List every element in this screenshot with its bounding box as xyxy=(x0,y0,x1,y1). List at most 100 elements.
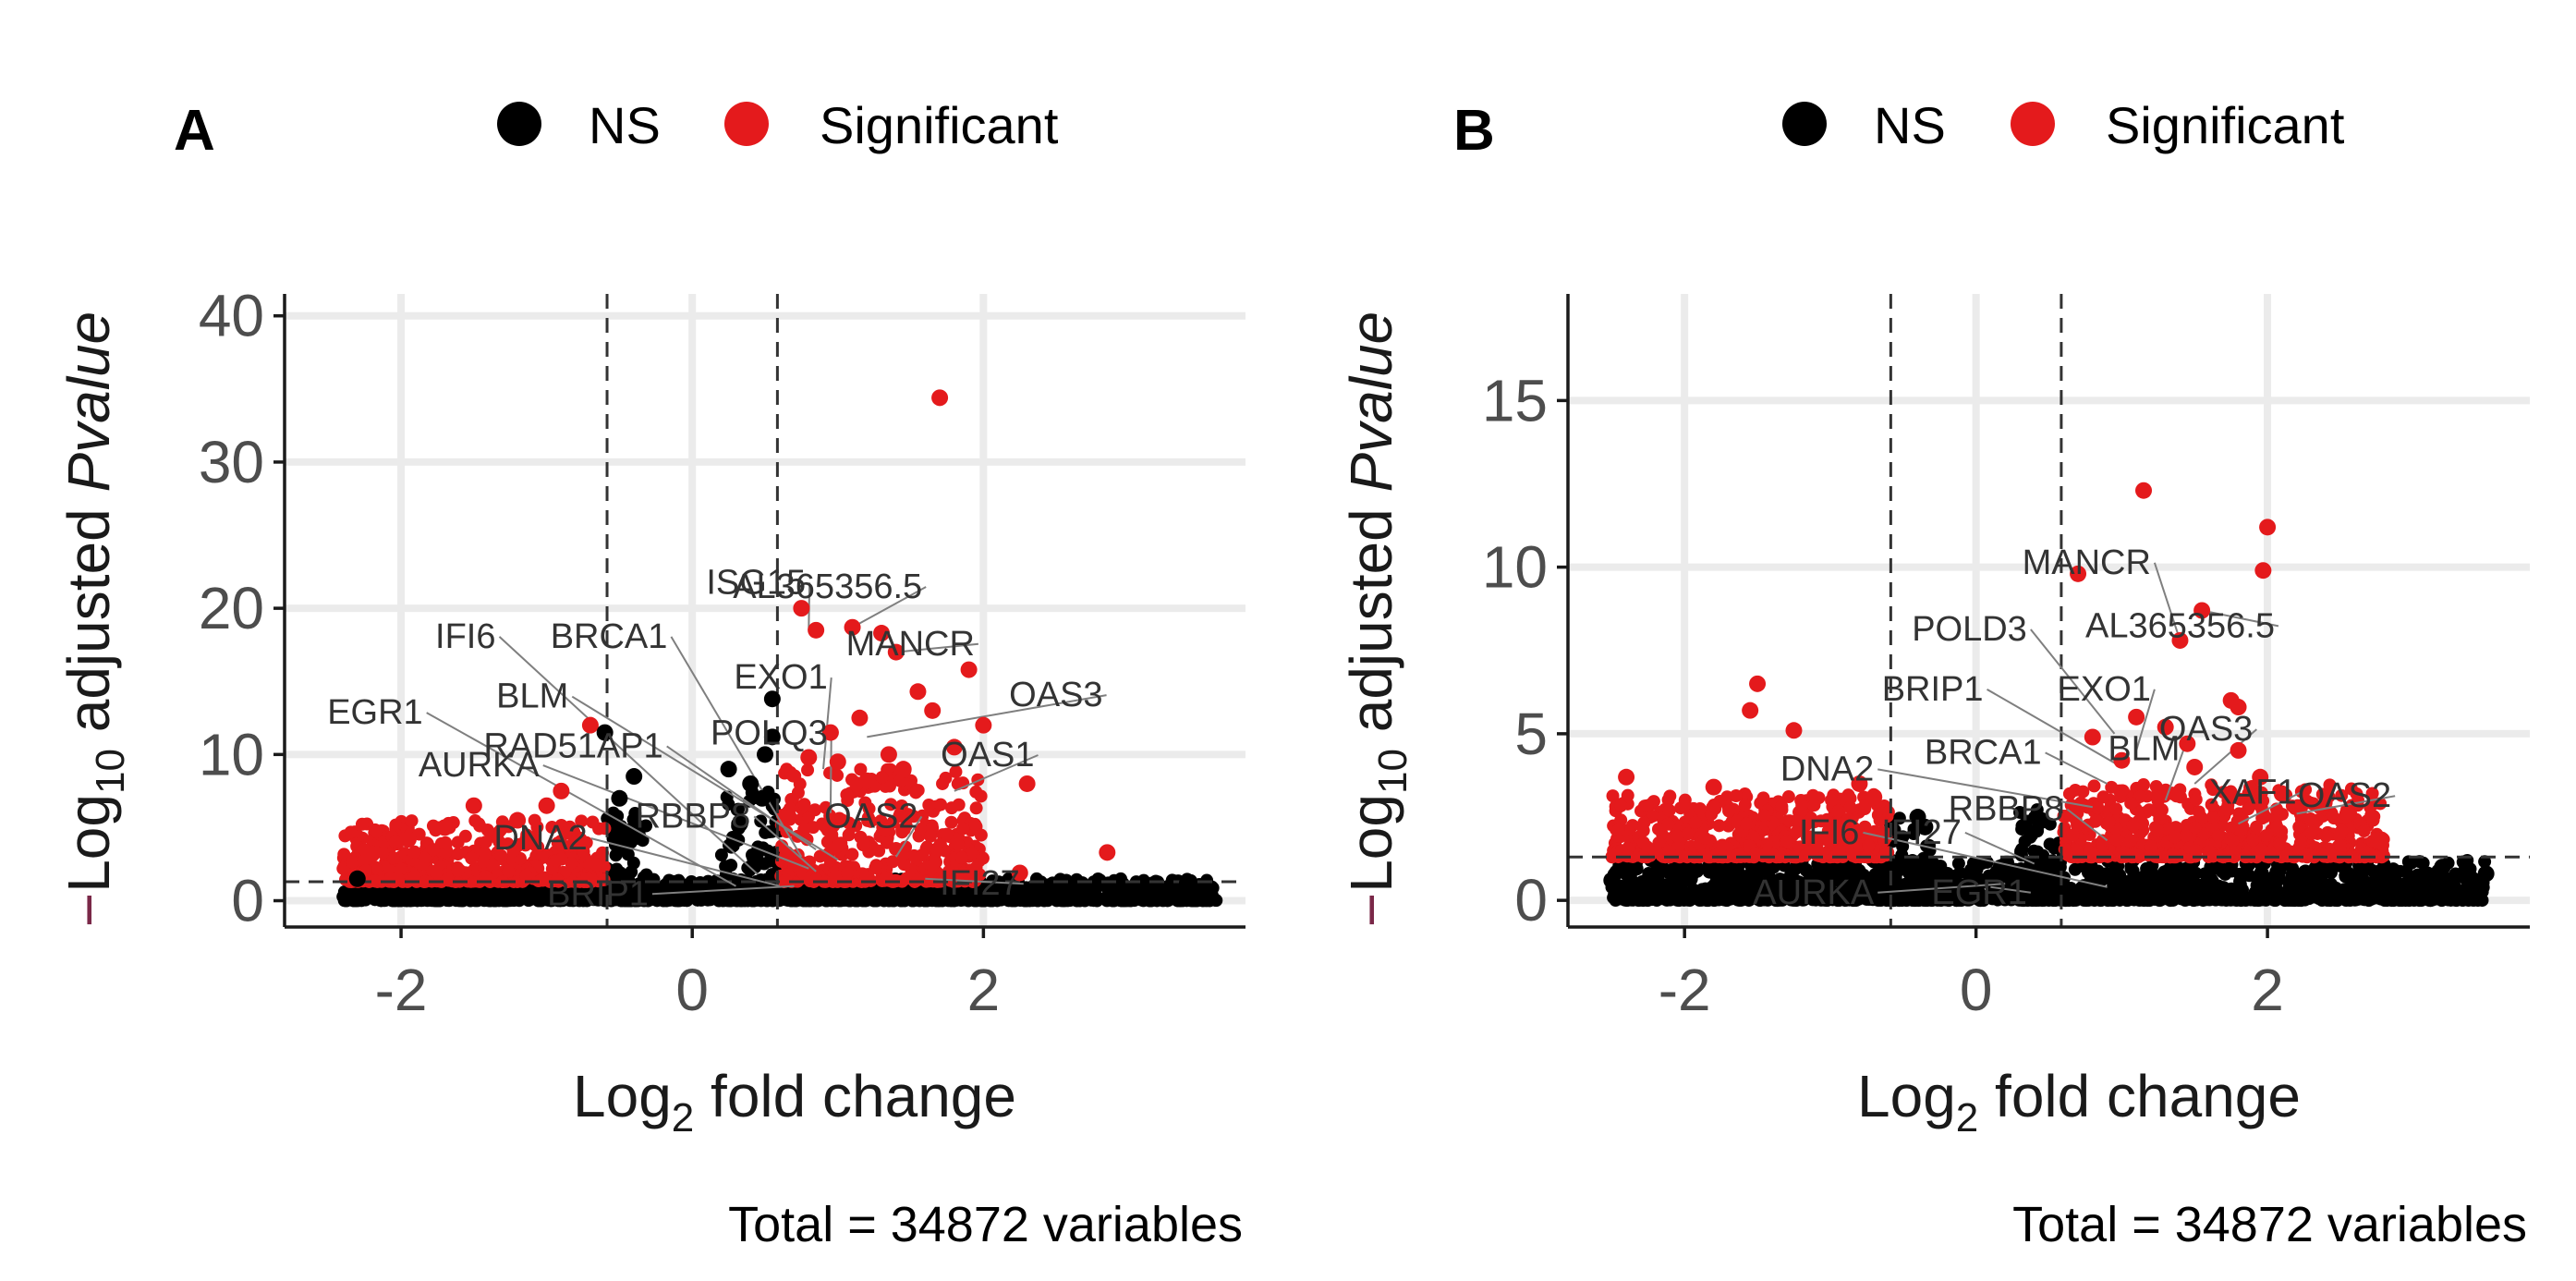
legend-marker-ns xyxy=(1782,102,1827,146)
ns-point xyxy=(2338,883,2351,897)
ns-point xyxy=(2390,864,2404,878)
sig-point xyxy=(940,827,954,841)
ns-point xyxy=(1014,894,1027,908)
ns-point xyxy=(2339,869,2352,883)
sig-point xyxy=(481,872,495,885)
sig-point xyxy=(936,776,950,790)
ns-point xyxy=(919,894,933,908)
y-tick-label: 30 xyxy=(199,429,264,495)
sig-point xyxy=(1738,798,1752,811)
sig-point xyxy=(779,873,793,887)
ns-point xyxy=(1684,872,1698,886)
sig-point xyxy=(951,837,965,851)
sig-point xyxy=(930,843,944,857)
significant-point xyxy=(829,753,846,771)
sig-point xyxy=(589,858,603,872)
sig-point xyxy=(841,866,855,880)
caption-total: Total = 34872 variables xyxy=(728,1197,1243,1252)
ns-point xyxy=(730,803,744,817)
ns-point xyxy=(753,789,771,807)
ns-point xyxy=(745,892,759,906)
ns-point xyxy=(337,885,351,899)
ns-point xyxy=(730,894,744,908)
ns-point xyxy=(2400,891,2414,905)
ns-point xyxy=(690,893,704,907)
ns-point xyxy=(521,893,535,907)
gene-label-ifi6: IFI6 xyxy=(435,617,495,656)
sig-point xyxy=(944,815,958,829)
ns-point xyxy=(762,854,776,868)
gene-label-oas1: OAS1 xyxy=(941,736,1034,775)
sig-point xyxy=(502,864,516,878)
ns-point xyxy=(629,894,643,908)
sig-point xyxy=(974,828,988,842)
sig-point xyxy=(1678,799,1692,812)
ns-point xyxy=(1024,889,1038,903)
legend-marker-significant xyxy=(724,102,769,146)
significant-point xyxy=(960,661,978,678)
ns-point xyxy=(1895,878,1909,892)
ns-point xyxy=(835,894,849,908)
ns-point xyxy=(2067,890,2081,904)
significant-point xyxy=(553,782,570,799)
x-tick-label: 0 xyxy=(675,957,709,1023)
sig-point xyxy=(1651,823,1665,836)
sig-point xyxy=(916,848,930,862)
ns-point xyxy=(348,870,366,887)
sig-point xyxy=(1756,791,1770,805)
ns-point xyxy=(616,833,630,847)
sig-point xyxy=(405,814,419,828)
sig-point xyxy=(1698,831,1712,845)
sig-point xyxy=(969,801,983,815)
ns-point xyxy=(1046,877,1060,891)
ns-point xyxy=(1209,894,1223,908)
ns-point xyxy=(1906,894,1920,908)
sig-point xyxy=(1862,839,1876,853)
sig-point xyxy=(1614,799,1628,812)
ns-point xyxy=(1663,887,1677,901)
sig-point xyxy=(896,848,910,862)
ns-point xyxy=(424,894,438,908)
ns-point xyxy=(1091,872,1105,885)
panel-b: B NS Significant MANCRAL365356.5POLD3BRI… xyxy=(1338,96,2530,1252)
ns-point xyxy=(2146,884,2160,897)
ns-point xyxy=(714,848,728,862)
sig-point xyxy=(519,869,533,883)
ns-point xyxy=(2097,892,2111,906)
ns-point xyxy=(373,893,387,907)
sig-point xyxy=(1662,803,1676,817)
ns-point xyxy=(1075,892,1089,906)
sig-point xyxy=(1843,800,1857,814)
y-tick-label: 20 xyxy=(199,575,264,641)
ns-point xyxy=(626,812,640,826)
ns-point xyxy=(2122,874,2136,888)
sig-point xyxy=(429,866,443,880)
ns-point xyxy=(716,886,730,900)
ns-point xyxy=(510,893,524,907)
sig-point xyxy=(857,837,871,851)
ns-point xyxy=(772,894,786,908)
sig-point xyxy=(1732,848,1745,861)
ns-point xyxy=(1642,867,1656,881)
ns-point xyxy=(2160,863,2174,877)
ns-point xyxy=(784,894,798,908)
sig-point xyxy=(426,843,440,857)
sig-point xyxy=(924,829,938,843)
legend-label-significant: Significant xyxy=(820,96,1059,154)
ns-point xyxy=(2225,882,2239,896)
ns-point xyxy=(1135,893,1148,907)
ns-point xyxy=(2416,856,2430,870)
sig-point xyxy=(869,859,883,872)
sig-point xyxy=(1671,830,1684,844)
sig-point xyxy=(922,799,936,812)
y-axis-title: −Log10 adjusted Pvalue xyxy=(55,311,133,927)
ns-point xyxy=(1171,894,1185,908)
sig-point xyxy=(955,850,969,864)
ns-point xyxy=(742,775,759,792)
ns-point xyxy=(1707,882,1721,896)
ns-point xyxy=(1189,893,1203,907)
sig-point xyxy=(451,863,465,877)
ns-point xyxy=(2314,886,2327,900)
ns-point xyxy=(1701,894,1715,908)
significant-point xyxy=(538,797,555,814)
